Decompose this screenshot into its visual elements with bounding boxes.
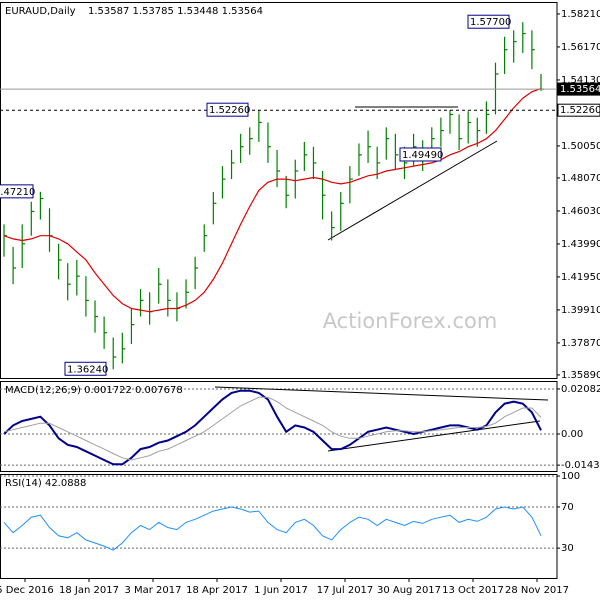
level-label: 1.53564 bbox=[560, 84, 600, 95]
level-label-box bbox=[557, 103, 600, 117]
y-tick-label: 1.48070 bbox=[561, 173, 600, 184]
trend-line bbox=[327, 140, 498, 241]
annotation-box bbox=[0, 184, 34, 199]
chart-title: EURAUD,Daily bbox=[5, 6, 76, 17]
annotation-label: 1.36240 bbox=[67, 364, 108, 375]
line bbox=[3, 389, 542, 466]
y-tick-label: 70 bbox=[561, 502, 574, 513]
x-tick-label: 17 Jul 2017 bbox=[317, 585, 374, 596]
y-tick-label: 0.020827 bbox=[561, 384, 600, 395]
panel-frame bbox=[0, 381, 558, 472]
trend-line bbox=[214, 386, 549, 401]
y-tick-label: 100 bbox=[561, 471, 580, 482]
x-tick-label: 3 Mar 2017 bbox=[124, 585, 181, 596]
annotation-label: 1.49490 bbox=[402, 150, 443, 161]
y-tick-label: -0.014386 bbox=[561, 460, 600, 471]
annotation-box bbox=[64, 361, 107, 376]
y-tick-label: 0.00 bbox=[561, 429, 583, 440]
y-tick-label: 1.39910 bbox=[561, 305, 600, 316]
y-tick-label: 1.50050 bbox=[561, 141, 600, 152]
annotation-box bbox=[206, 102, 249, 117]
trend-line bbox=[327, 420, 541, 452]
panel-label: RSI(14) 42.0888 bbox=[5, 478, 86, 489]
annotation-label: 1.52260 bbox=[209, 105, 250, 116]
x-tick-label: 1 Jun 2017 bbox=[254, 585, 308, 596]
annotation-label: 1.57700 bbox=[470, 17, 511, 28]
x-tick-label: 13 Oct 2017 bbox=[442, 585, 504, 596]
quote: 1.53587 1.53785 1.53448 1.53564 bbox=[88, 6, 263, 17]
y-tick-label: 1.56170 bbox=[561, 42, 600, 53]
panel-label: MACD(12,26,9) 0.001722 0.007678 bbox=[5, 385, 183, 396]
y-tick-label: 1.46030 bbox=[561, 206, 600, 217]
watermark: ActionForex.com bbox=[323, 309, 498, 333]
annotation-box bbox=[467, 14, 510, 29]
y-tick-label: 1.35890 bbox=[561, 370, 600, 381]
level-label: 1.52260 bbox=[560, 105, 600, 116]
annotation-box bbox=[399, 147, 442, 162]
y-tick-label: 1.41950 bbox=[561, 272, 600, 283]
y-tick-label: 1.43990 bbox=[561, 239, 600, 250]
x-tick-label: 5 Dec 2016 bbox=[0, 585, 54, 596]
x-tick-label: 18 Apr 2017 bbox=[186, 585, 248, 596]
line bbox=[3, 506, 542, 551]
x-tick-label: 18 Jan 2017 bbox=[59, 585, 119, 596]
y-tick-label: 1.37870 bbox=[561, 338, 600, 349]
y-tick-label: 1.54130 bbox=[561, 75, 600, 86]
plot-area bbox=[3, 22, 544, 370]
annotation-label: 1.47210 bbox=[0, 187, 35, 198]
y-tick-label: 1.58210 bbox=[561, 9, 600, 20]
y-tick-label: 30 bbox=[561, 543, 574, 554]
x-tick-label: 28 Nov 2017 bbox=[505, 585, 569, 596]
line bbox=[3, 87, 542, 313]
level-label-box bbox=[557, 82, 600, 96]
panel-frame bbox=[0, 474, 558, 579]
x-tick-label: 30 Aug 2017 bbox=[377, 585, 441, 596]
line bbox=[3, 396, 542, 461]
